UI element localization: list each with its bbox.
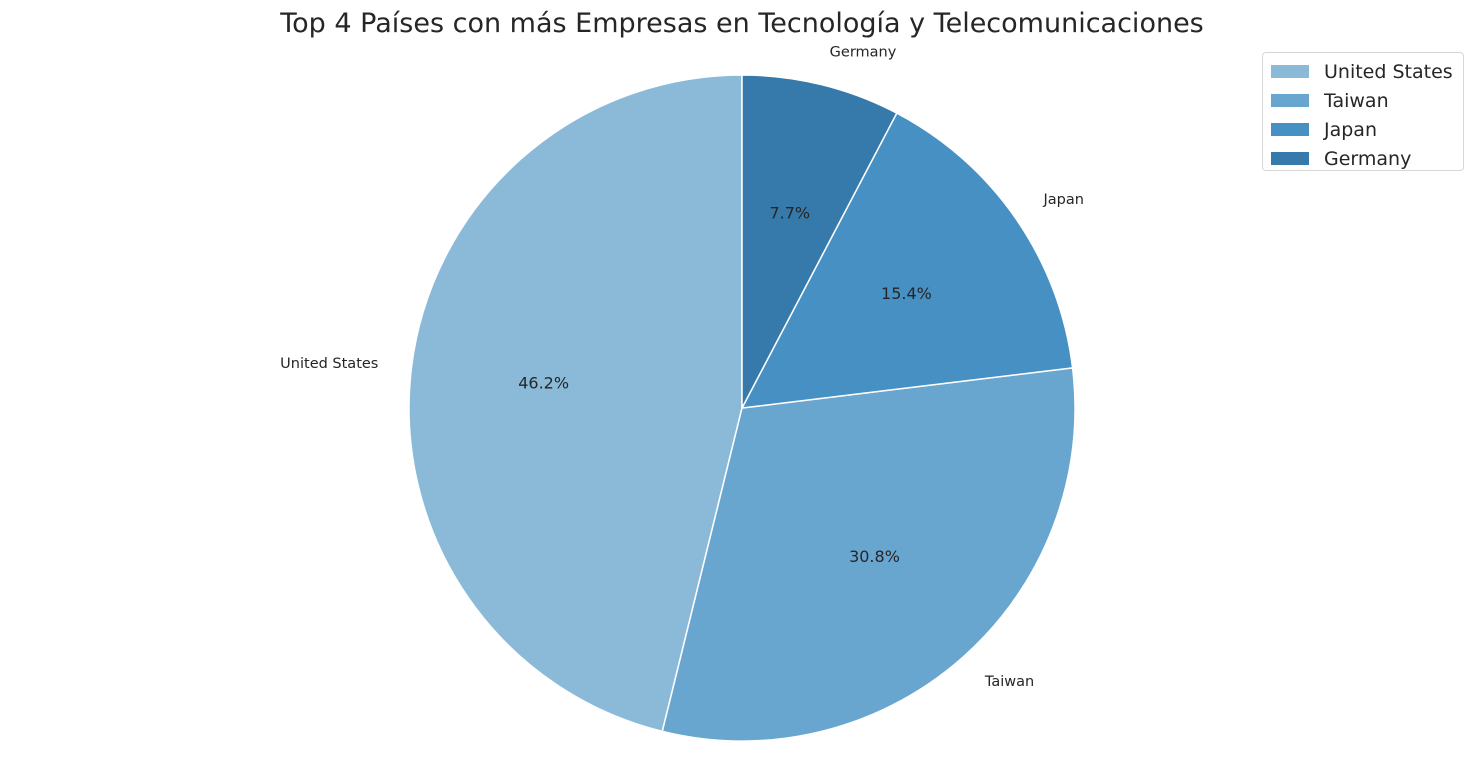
legend-item-taiwan: Taiwan — [1271, 86, 1463, 115]
legend-label: Japan — [1324, 119, 1377, 141]
slice-percent-japan: 15.4% — [881, 284, 932, 303]
slice-label-germany: Germany — [830, 44, 897, 60]
slice-percent-germany: 7.7% — [769, 204, 810, 223]
legend-label: United States — [1324, 61, 1453, 83]
legend-swatch — [1271, 152, 1309, 165]
legend-item-japan: Japan — [1271, 115, 1463, 144]
legend: United States Taiwan Japan Germany — [1262, 52, 1464, 171]
pie-slices — [409, 75, 1075, 741]
legend-item-united-states: United States — [1271, 57, 1463, 86]
slice-percent-united-states: 46.2% — [518, 373, 569, 392]
legend-swatch — [1271, 94, 1309, 107]
legend-label: Germany — [1324, 148, 1411, 170]
slice-label-japan: Japan — [1042, 192, 1083, 208]
slice-label-united-states: United States — [280, 356, 378, 372]
legend-swatch — [1271, 65, 1309, 78]
legend-item-germany: Germany — [1271, 144, 1463, 173]
slice-percent-taiwan: 30.8% — [849, 547, 900, 566]
legend-label: Taiwan — [1324, 90, 1389, 112]
chart-title: Top 4 Países con más Empresas en Tecnolo… — [279, 8, 1204, 39]
legend-swatch — [1271, 123, 1309, 136]
slice-label-taiwan: Taiwan — [984, 674, 1034, 690]
